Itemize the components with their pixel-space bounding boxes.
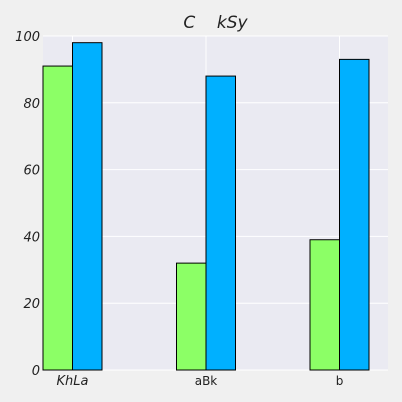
bar-series2-KhLa [72, 42, 103, 371]
chart-title: C kSy [183, 13, 248, 33]
y-tick-label: 80 [23, 97, 40, 112]
y-tick-label: 20 [23, 297, 40, 312]
x-tick-label: KhLa [57, 374, 89, 389]
bar-series2-b [339, 58, 370, 371]
y-axis-ticks: 0 20 40 60 80 100 [15, 30, 40, 379]
y-tick-label: 100 [15, 30, 40, 45]
bar-series2-aBk [205, 75, 236, 371]
x-tick-label: aBk [195, 374, 218, 388]
y-tick-label: 60 [23, 164, 40, 179]
bar-series1-b [309, 239, 340, 371]
y-tick-label: 40 [23, 230, 40, 245]
y-tick-label: 0 [32, 364, 40, 379]
x-axis-ticks: KhLa aBk b [57, 374, 344, 389]
bars [42, 42, 370, 371]
bar-series1-aBk [176, 262, 207, 371]
x-tick-label: b [336, 374, 344, 388]
bar-series1-KhLa [42, 65, 73, 371]
